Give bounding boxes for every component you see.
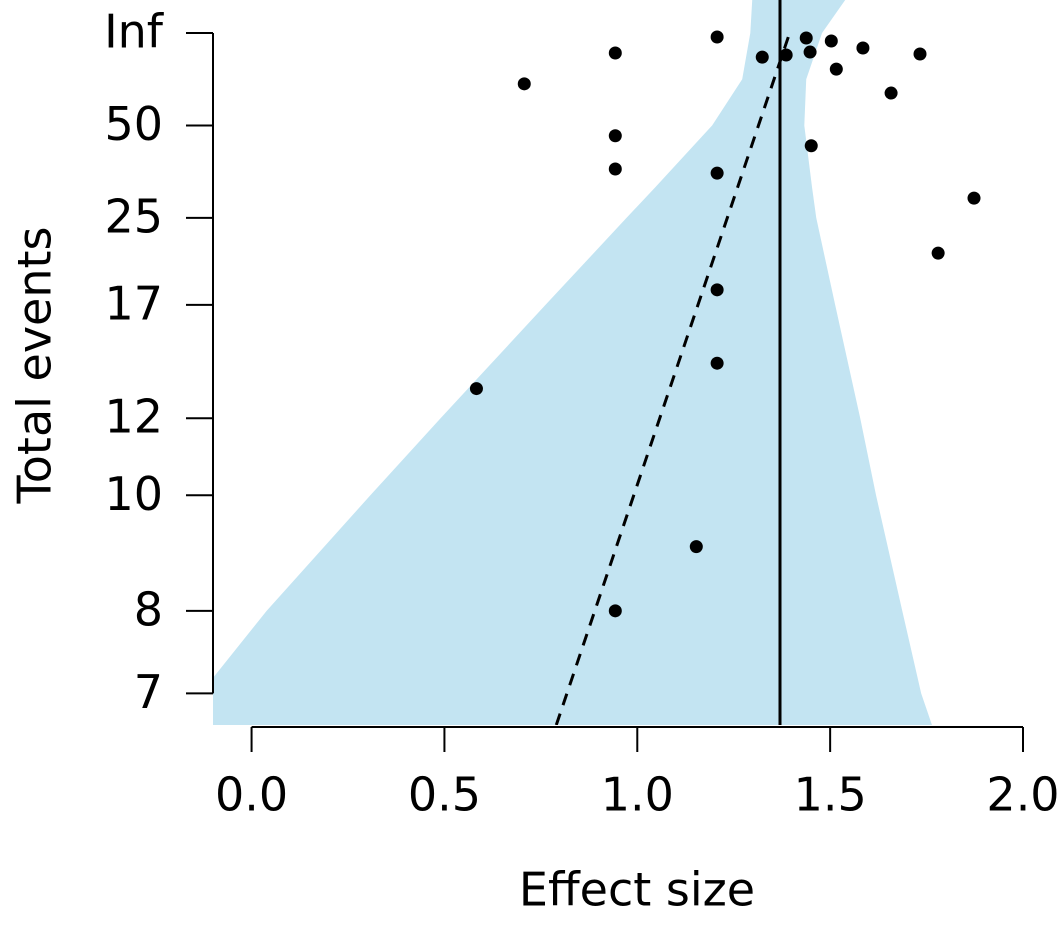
study-point — [608, 46, 622, 60]
y-tick-label: 10 — [104, 467, 163, 521]
x-tick-label: 0.5 — [408, 768, 481, 822]
y-tick-label: 17 — [104, 276, 163, 330]
study-point — [824, 34, 838, 48]
study-point — [517, 77, 531, 91]
study-point — [710, 166, 724, 180]
regression-line — [554, 32, 792, 725]
study-point — [710, 283, 724, 297]
axes: Inf 50 25 17 12 10 8 7 0.0 0.5 1.0 1.5 2.0 — [104, 5, 1060, 822]
study-point — [967, 191, 981, 205]
x-tick-label: 1.0 — [601, 768, 674, 822]
study-point — [856, 41, 870, 55]
study-point — [689, 540, 703, 554]
x-tick-label: 2.0 — [986, 768, 1059, 822]
study-point — [803, 45, 817, 59]
study-point — [710, 356, 724, 370]
study-point — [913, 47, 927, 61]
study-point — [755, 50, 769, 64]
y-tick-label: 25 — [104, 189, 163, 243]
study-point — [779, 48, 793, 62]
y-tick-label: Inf — [104, 5, 165, 59]
study-point — [804, 139, 818, 153]
study-point — [469, 382, 483, 396]
study-point — [829, 62, 843, 76]
y-tick-label: 12 — [104, 390, 163, 444]
y-axis-label: Total events — [8, 226, 62, 504]
study-point — [884, 86, 898, 100]
study-point — [710, 30, 724, 44]
x-tick-label: 0.0 — [215, 768, 288, 822]
study-point — [608, 162, 622, 176]
funnel-band — [213, 0, 932, 725]
y-tick-label: 8 — [134, 582, 163, 636]
y-tick-label: 7 — [134, 665, 163, 719]
study-point — [931, 246, 945, 260]
plot-area — [213, 0, 981, 725]
x-axis-label: Effect size — [519, 863, 755, 917]
study-point — [608, 129, 622, 143]
study-point — [799, 31, 813, 45]
study-point — [608, 604, 622, 618]
y-tick-label: 50 — [104, 97, 163, 151]
x-tick-label: 1.5 — [794, 768, 867, 822]
